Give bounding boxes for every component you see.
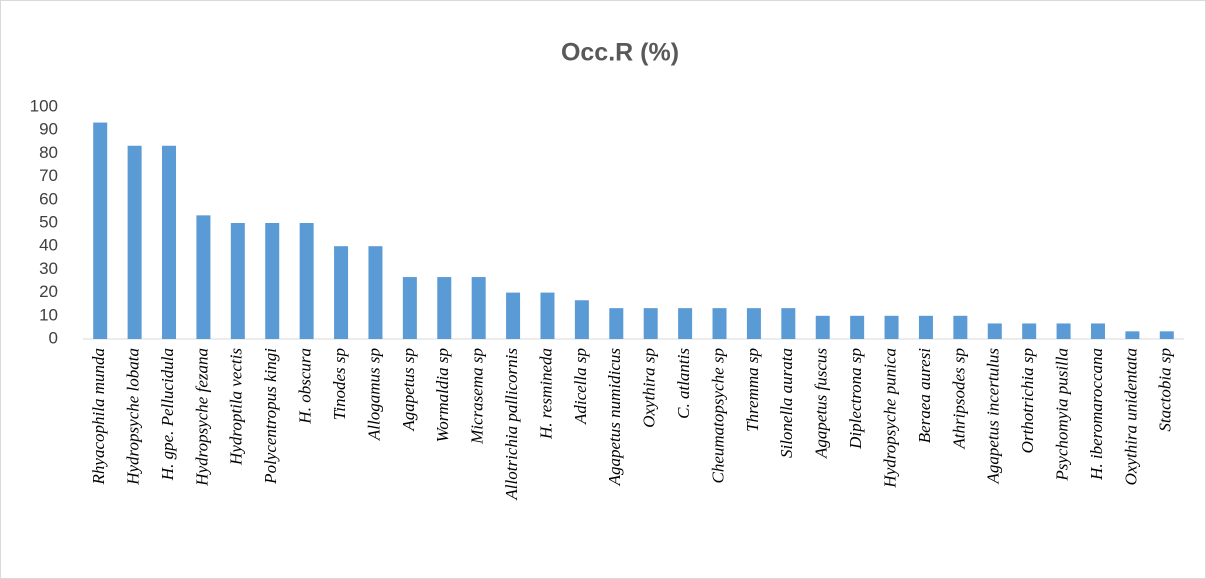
bar: [1056, 323, 1071, 339]
y-tick-label: 100: [30, 96, 58, 115]
x-tick-label: Diplectrona sp: [846, 348, 865, 450]
bar: [265, 223, 280, 339]
bar: [299, 223, 314, 339]
bar: [1159, 331, 1174, 339]
bar: [1125, 331, 1140, 339]
bar: [196, 215, 211, 339]
x-tick-label: H. obscura: [296, 348, 315, 425]
bar: [609, 308, 624, 339]
y-tick-label: 70: [39, 166, 58, 185]
bar: [127, 145, 142, 339]
x-tick-label: Oxythira sp: [640, 348, 659, 428]
x-tick-label: Silonella aurata: [777, 348, 796, 458]
y-tick-label: 40: [39, 236, 58, 255]
y-tick-label: 50: [39, 212, 58, 231]
bar: [230, 223, 245, 339]
x-tick-label: Polycentropus kingi: [261, 348, 280, 485]
bar: [987, 323, 1002, 339]
x-tick-label: Adicella sp: [571, 348, 590, 425]
bar: [746, 308, 761, 339]
y-tick-label: 80: [39, 143, 58, 162]
x-tick-label: Beraea auresi: [915, 348, 934, 443]
bar: [678, 308, 693, 339]
bar: [368, 246, 383, 339]
x-tick-label: H. gpe. Pellucidula: [158, 348, 177, 481]
bar: [471, 277, 486, 339]
bar: [506, 292, 521, 339]
bar: [540, 292, 555, 339]
x-tick-label: Oxythira unidentata: [1121, 348, 1140, 485]
x-tick-label: Hydropsyche fezana: [192, 348, 211, 487]
x-tick-label: Micrasema sp: [468, 348, 487, 445]
x-tick-label: Allotrichia pallicornis: [502, 348, 521, 501]
y-tick-label: 0: [49, 328, 58, 347]
x-tick-label: Hydroptila vectis: [227, 348, 246, 466]
x-tick-label: Tinodes sp: [330, 348, 349, 420]
x-tick-label: Orthotrichia sp: [1018, 348, 1037, 453]
x-tick-label: Rhyacophila munda: [89, 348, 108, 485]
y-tick-label: 60: [39, 189, 58, 208]
x-tick-label: Wormaldia sp: [433, 348, 452, 442]
y-tick-label: 20: [39, 282, 58, 301]
x-tick-label: Hydropsyche punica: [880, 348, 899, 489]
x-tick-label: C. atlantis: [674, 348, 693, 419]
y-tick-label: 30: [39, 259, 58, 278]
x-tick-label: Allogamus sp: [364, 348, 383, 441]
x-tick-label: H. resmineda: [536, 348, 555, 440]
x-tick-label: Cheumatopsyche sp: [708, 348, 727, 484]
x-tick-label: Agapetus incertulus: [984, 348, 1003, 485]
bar: [918, 315, 933, 339]
bar: [850, 315, 865, 339]
x-tick-label: Agapetus numidicus: [605, 348, 624, 487]
bar: [1022, 323, 1037, 339]
bar: [437, 277, 452, 339]
x-tick-label: Athripsodes sp: [949, 348, 968, 450]
x-tick-label: Agapetus fuscus: [812, 348, 831, 459]
x-tick-label: H. iberomaroccana: [1087, 348, 1106, 481]
bar: [1090, 323, 1105, 339]
bar: [334, 246, 349, 339]
x-tick-label: Psychomyia pusilla: [1052, 348, 1071, 482]
bar: [712, 308, 727, 339]
y-tick-label: 90: [39, 120, 58, 139]
bar: [643, 308, 658, 339]
bar: [815, 315, 830, 339]
bar: [93, 122, 108, 339]
bar: [574, 300, 589, 339]
bar: [402, 277, 417, 339]
x-tick-label: Thremma sp: [743, 348, 762, 432]
x-tick-label: Stactobia sp: [1156, 348, 1175, 432]
chart-title: Occ.R (%): [561, 39, 679, 67]
bar: [953, 315, 968, 339]
x-tick-label: Agapetus sp: [399, 348, 418, 432]
bar: [781, 308, 796, 339]
y-tick-label: 10: [39, 305, 58, 324]
bar: [162, 145, 177, 339]
bar: [884, 315, 899, 339]
x-tick-label: Hydropsyche lobata: [124, 348, 143, 486]
